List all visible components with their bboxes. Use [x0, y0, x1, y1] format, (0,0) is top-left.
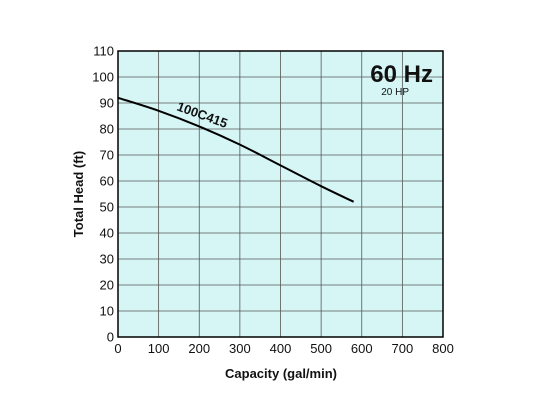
y-tick-label: 100 [92, 70, 114, 85]
y-tick-label: 90 [100, 96, 114, 111]
x-tick-label: 800 [432, 341, 454, 356]
x-tick-labels: 0 100 200 300 400 500 600 700 800 [114, 341, 453, 356]
y-tick-label: 40 [100, 226, 114, 241]
y-tick-label: 10 [100, 304, 114, 319]
y-tick-label: 60 [100, 174, 114, 189]
x-axis-title: Capacity (gal/min) [225, 366, 337, 381]
y-tick-label: 20 [100, 278, 114, 293]
frequency-label: 60 Hz [370, 61, 433, 88]
x-tick-label: 0 [114, 341, 121, 356]
series-line-100c415 [117, 96, 355, 203]
x-tick-label: 500 [310, 341, 332, 356]
power-label: 20 HP [381, 87, 409, 98]
y-tick-label: 0 [107, 330, 114, 345]
y-tick-labels: 0 10 20 30 40 50 60 70 80 90 100 110 [92, 44, 114, 345]
y-tick-label: 110 [93, 44, 114, 59]
x-tick-label: 100 [148, 341, 170, 356]
plot-frame [117, 50, 444, 338]
x-tick-label: 300 [229, 341, 251, 356]
x-tick-label: 600 [351, 341, 373, 356]
y-tick-label: 80 [100, 122, 114, 137]
x-tick-label: 700 [392, 341, 414, 356]
x-tick-label: 200 [188, 341, 210, 356]
x-tick-label: 400 [270, 341, 292, 356]
y-axis-title: Total Head (ft) [71, 151, 86, 237]
y-tick-label: 70 [100, 148, 114, 163]
y-tick-label: 30 [100, 252, 114, 267]
y-tick-label: 50 [100, 200, 114, 215]
